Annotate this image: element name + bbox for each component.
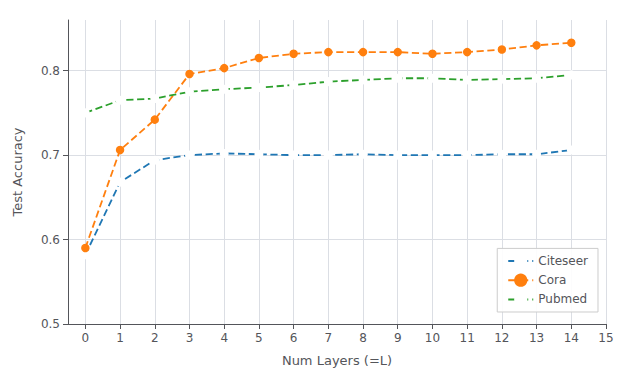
svg-text:4: 4 [220,331,228,345]
svg-text:6: 6 [290,331,298,345]
svg-text:0.7: 0.7 [41,148,60,162]
svg-text:15: 15 [598,331,613,345]
svg-text:7: 7 [325,331,333,345]
svg-text:11: 11 [460,331,475,345]
svg-text:14: 14 [564,331,579,345]
svg-text:1: 1 [116,331,124,345]
svg-text:Pubmed: Pubmed [538,292,587,306]
svg-text:Num Layers (=L): Num Layers (=L) [282,353,392,368]
svg-text:0.5: 0.5 [41,317,60,331]
svg-text:9: 9 [394,331,402,345]
svg-text:10: 10 [425,331,440,345]
svg-text:13: 13 [529,331,544,345]
svg-text:0: 0 [82,331,90,345]
svg-text:Cora: Cora [538,273,566,287]
svg-text:3: 3 [186,331,194,345]
svg-text:2: 2 [151,331,159,345]
svg-text:0.8: 0.8 [41,64,60,78]
svg-text:Citeseer: Citeseer [538,254,588,268]
svg-text:8: 8 [359,331,367,345]
svg-text:0.6: 0.6 [41,233,60,247]
svg-text:5: 5 [255,331,263,345]
svg-text:Test Accuracy: Test Accuracy [10,127,25,217]
svg-text:12: 12 [494,331,509,345]
